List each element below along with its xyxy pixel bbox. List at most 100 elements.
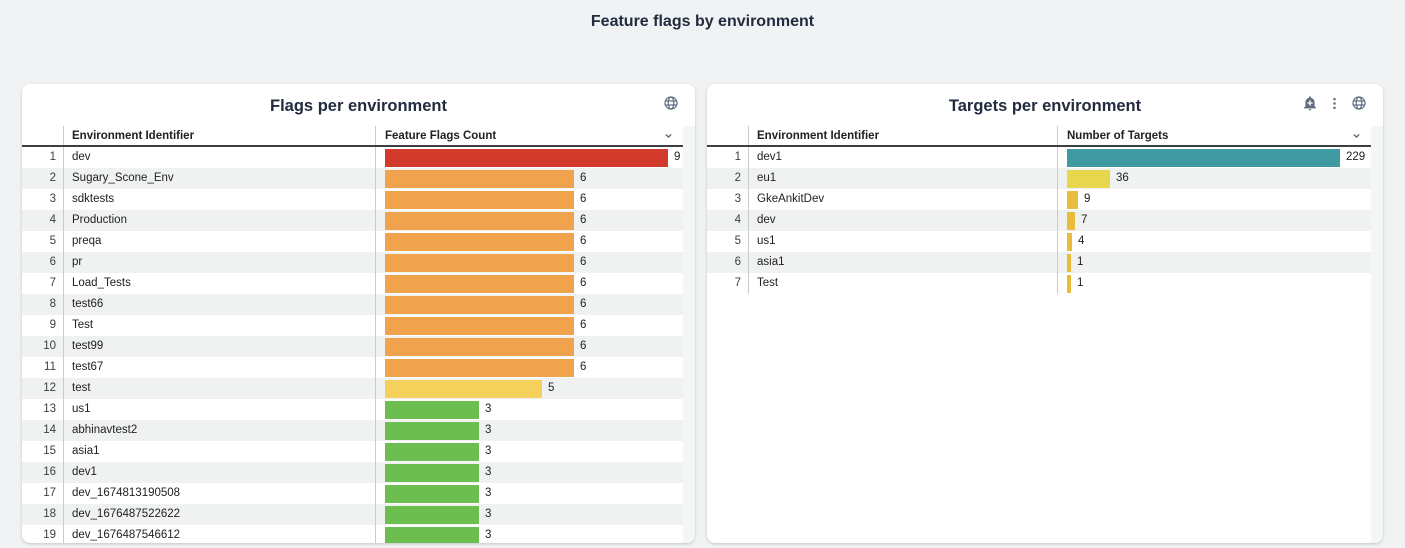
row-environment-name: Load_Tests [64,273,376,294]
chevron-down-icon[interactable] [662,129,675,142]
table-row[interactable]: 7 Load_Tests 6 [22,273,695,294]
environment-identifier-header[interactable]: Environment Identifier [749,126,1058,145]
row-bar-cell: 6 [376,336,695,357]
feature-flags-count-header[interactable]: Feature Flags Count [376,126,683,145]
table-row[interactable]: 15 asia1 3 [22,441,695,462]
flags-card-title: Flags per environment [270,97,447,115]
table-row[interactable]: 1 dev1 229 [707,147,1383,168]
table-row[interactable]: 5 us1 4 [707,231,1383,252]
value-bar [385,379,542,398]
row-index: 6 [707,252,749,273]
row-bar-cell: 6 [376,252,695,273]
row-bar-cell: 6 [376,210,695,231]
chevron-down-icon[interactable] [1350,129,1363,142]
row-value: 6 [580,172,587,184]
value-bar [385,148,668,167]
table-row[interactable]: 12 test 5 [22,378,695,399]
row-bar-cell: 3 [376,483,695,504]
row-index: 14 [22,420,64,441]
value-bar [1067,274,1071,293]
number-of-targets-header[interactable]: Number of Targets [1058,126,1371,145]
row-environment-name: eu1 [749,168,1058,189]
row-index: 11 [22,357,64,378]
table-row[interactable]: 7 Test 1 [707,273,1383,294]
table-row[interactable]: 13 us1 3 [22,399,695,420]
flags-card-actions [663,95,679,111]
table-row[interactable]: 3 GkeAnkitDev 9 [707,189,1383,210]
value-bar [385,253,574,272]
row-value: 6 [580,277,587,289]
row-environment-name: test66 [64,294,376,315]
value-bar [385,232,574,251]
table-row[interactable]: 4 Production 6 [22,210,695,231]
table-row[interactable]: 8 test66 6 [22,294,695,315]
row-index: 2 [22,168,64,189]
row-index: 3 [707,189,749,210]
row-environment-name: abhinavtest2 [64,420,376,441]
row-index: 4 [22,210,64,231]
row-value: 3 [485,508,492,520]
page-title: Feature flags by environment [590,13,815,30]
row-bar-cell: 9 [376,147,695,168]
value-bar [385,505,479,524]
row-bar-cell: 5 [376,378,695,399]
table-row[interactable]: 5 preqa 6 [22,231,695,252]
targets-card: Targets per environment En [707,84,1383,543]
row-value: 6 [580,235,587,247]
scrollbar-track[interactable] [1371,126,1383,543]
value-bar [385,442,479,461]
table-row[interactable]: 10 test99 6 [22,336,695,357]
row-value: 6 [580,361,587,373]
table-row[interactable]: 6 pr 6 [22,252,695,273]
targets-card-header: Targets per environment [707,84,1383,126]
row-bar-cell: 3 [376,525,695,543]
environment-identifier-header[interactable]: Environment Identifier [64,126,376,145]
table-row[interactable]: 17 dev_1674813190508 3 [22,483,695,504]
row-index: 9 [22,315,64,336]
row-index: 13 [22,399,64,420]
table-row[interactable]: 19 dev_1676487546612 3 [22,525,695,543]
row-index: 16 [22,462,64,483]
row-value: 229 [1346,151,1366,163]
row-environment-name: dev1 [64,462,376,483]
row-bar-cell: 3 [376,420,695,441]
row-index: 19 [22,525,64,543]
table-row[interactable]: 3 sdktests 6 [22,189,695,210]
row-environment-name: test [64,378,376,399]
flags-card-header: Flags per environment [22,84,695,126]
table-row[interactable]: 9 Test 6 [22,315,695,336]
row-environment-name: asia1 [749,252,1058,273]
row-value: 1 [1077,256,1084,268]
row-environment-name: Test [749,273,1058,294]
value-bar [385,190,574,209]
table-row[interactable]: 11 test67 6 [22,357,695,378]
row-index: 7 [707,273,749,294]
row-bar-cell: 6 [376,273,695,294]
add-alert-icon[interactable] [1302,95,1318,111]
globe-icon[interactable] [1351,95,1367,111]
row-environment-name: asia1 [64,441,376,462]
row-bar-cell: 229 [1058,147,1383,168]
table-row[interactable]: 6 asia1 1 [707,252,1383,273]
more-options-icon[interactable] [1327,96,1342,111]
table-row[interactable]: 18 dev_1676487522622 3 [22,504,695,525]
row-value: 3 [485,487,492,499]
table-row[interactable]: 2 eu1 36 [707,168,1383,189]
row-bar-cell: 3 [376,462,695,483]
row-environment-name: us1 [749,231,1058,252]
row-index: 5 [707,231,749,252]
table-row[interactable]: 1 dev 9 [22,147,695,168]
scrollbar-track[interactable] [683,126,695,543]
row-index: 1 [707,147,749,168]
table-row[interactable]: 14 abhinavtest2 3 [22,420,695,441]
table-row[interactable]: 4 dev 7 [707,210,1383,231]
targets-table-body: 1 dev1 229 2 eu1 36 3 GkeAnkitDev 9 4 de… [707,147,1383,294]
value-bar [385,400,479,419]
globe-icon[interactable] [663,95,679,111]
row-index: 2 [707,168,749,189]
table-row[interactable]: 2 Sugary_Scone_Env 6 [22,168,695,189]
row-value: 9 [1084,193,1091,205]
table-row[interactable]: 16 dev1 3 [22,462,695,483]
row-value: 3 [485,466,492,478]
row-environment-name: Production [64,210,376,231]
